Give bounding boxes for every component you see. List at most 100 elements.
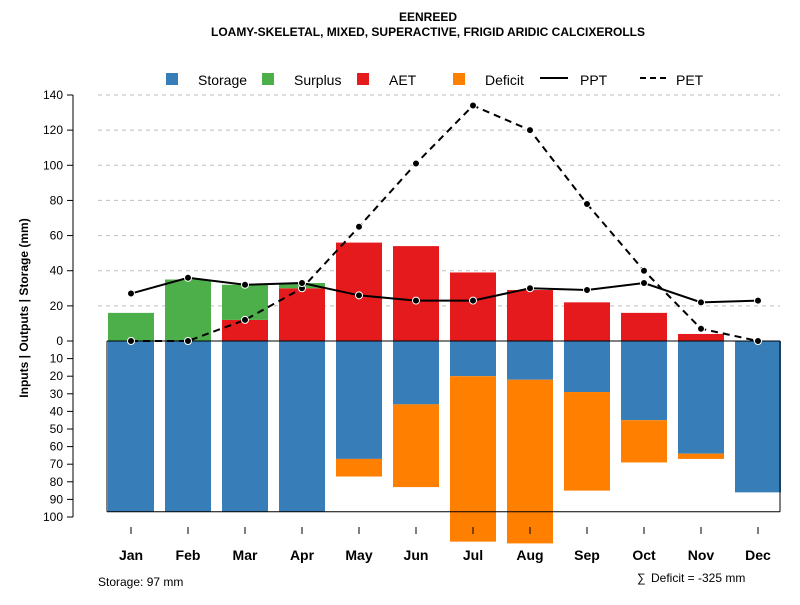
deficit-footer: Deficit = -325 mm [651,571,745,585]
legend-label-aet: AET [389,72,417,88]
ppt-point [469,296,477,305]
ppt-point [127,289,135,298]
y-tick-label: 80 [50,475,64,489]
aet-bar [393,246,439,341]
storage-bar [393,341,439,405]
ppt-point [526,284,534,293]
storage-bar [336,341,382,459]
x-tick-label: Oct [632,547,656,563]
legend-label-deficit: Deficit [485,72,524,88]
ppt-point [298,279,306,288]
aet-bar [678,333,724,341]
pet-point [640,266,648,275]
aet-bar [279,288,325,341]
y-tick-label: 120 [43,123,63,137]
pet-point [184,337,192,345]
x-tick-label: May [345,547,372,563]
surplus-bar [222,284,268,320]
storage-bar [108,341,154,512]
plot-frame [106,340,781,513]
storage-bar [507,341,553,380]
series-lines [127,101,762,345]
surplus-bar [165,279,211,341]
x-tick-label: Nov [688,547,715,563]
deficit-bar [450,376,496,542]
ppt-point [241,280,249,289]
storage-bar [678,341,724,454]
pet-point [697,324,705,333]
x-tick-label: Feb [176,547,201,563]
y-tick-label: 140 [43,88,63,102]
surplus-bar [108,312,154,341]
x-tick-label: Jun [404,547,429,563]
y-tick-label: 20 [50,369,64,383]
aet-bar [621,312,667,341]
storage-bar [450,341,496,377]
ppt-point [184,273,192,282]
deficit-bar [678,453,724,459]
storage-bar [621,341,667,421]
ppt-point [583,286,591,295]
legend-swatch-aet [357,73,369,85]
ppt-point [640,279,648,288]
y-axis-title: Inputs | Outputs | Storage (mm) [17,218,31,397]
y-tick-label: 30 [50,387,64,401]
y-tick-label: 80 [50,193,64,207]
x-tick-label: Sep [574,547,600,563]
deficit-bar [564,392,610,491]
pet-point [127,337,135,345]
y-tick-label: 70 [50,457,64,471]
y-tick-label: 60 [50,440,64,454]
ppt-point [754,296,762,305]
deficit-bar [621,420,667,463]
axes: 0 20 40 60 80 100 120 140 10 20 30 40 50 60 70 80 90 100 J… [43,88,771,563]
storage-bar [222,341,268,512]
pet-point [469,101,477,110]
x-tick-label: Jul [463,547,483,563]
storage-bar [564,341,610,393]
deficit-bar [393,404,439,488]
chart-title: EENREED [399,10,457,24]
legend-label-pet: PET [676,72,704,88]
legend-label-ppt: PPT [580,72,608,88]
y-tick-label: 60 [50,229,64,243]
pet-point [241,315,249,324]
x-tick-label: Dec [745,547,771,563]
pet-line [131,104,759,342]
chart-subtitle: LOAMY-SKELETAL, MIXED, SUPERACTIVE, FRIG… [211,25,645,39]
bars [108,242,781,544]
legend: Storage Surplus AET Deficit PPT PET [166,72,704,88]
ppt-point [412,296,420,305]
y-tick-label: 50 [50,422,64,436]
pet-point [754,337,762,345]
pet-point [412,159,420,168]
deficit-bar [507,379,553,544]
aet-bar [564,302,610,341]
aet-bar [450,272,496,341]
legend-swatch-surplus [262,73,274,85]
aet-bar [507,290,553,341]
pet-point [355,222,363,231]
y-tick-label: 0 [56,334,63,348]
storage-bar [735,341,781,493]
grid-lines [98,94,780,307]
pet-point [526,126,534,135]
y-tick-label: 20 [50,299,64,313]
storage-footer: Storage: 97 mm [98,575,183,589]
aet-bar [222,319,268,341]
x-tick-label: Mar [233,547,258,563]
y-tick-label: 90 [50,492,64,506]
storage-bar [165,341,211,512]
pet-point [583,199,591,208]
ppt-point [697,298,705,307]
x-tick-label: Apr [290,547,315,563]
y-tick-label: 100 [43,510,63,524]
legend-label-surplus: Surplus [294,72,341,88]
legend-swatch-deficit [453,73,465,85]
y-tick-label: 100 [43,158,63,172]
deficit-bar [336,458,382,477]
y-tick-label: 40 [50,404,64,418]
sum-symbol: ∑ [637,571,646,585]
